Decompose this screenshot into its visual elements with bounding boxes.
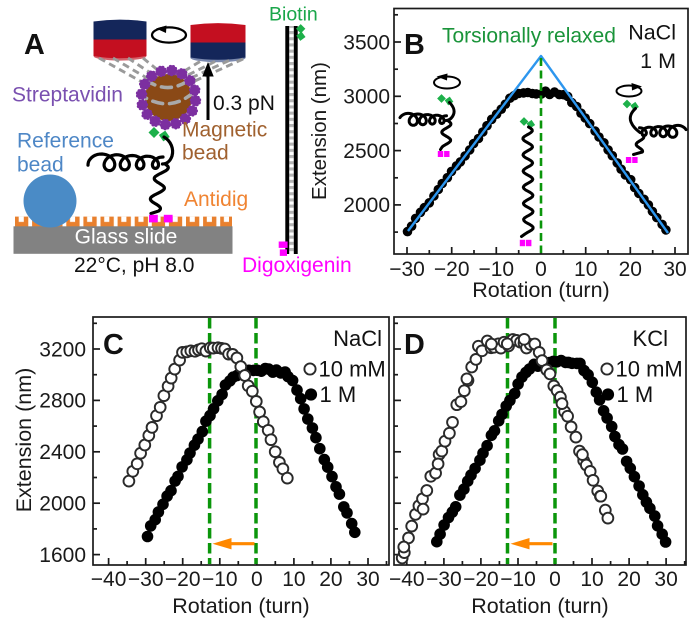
svg-text:3200: 3200: [39, 338, 86, 361]
svg-text:Biotin: Biotin: [269, 4, 318, 26]
svg-text:A: A: [24, 29, 45, 61]
svg-text:NaCl: NaCl: [628, 21, 676, 45]
svg-text:22°C, pH 8.0: 22°C, pH 8.0: [74, 254, 194, 277]
svg-text:0: 0: [251, 568, 263, 591]
svg-text:−10: −10: [500, 568, 536, 591]
svg-text:30: 30: [654, 568, 677, 591]
svg-text:1600: 1600: [39, 544, 86, 567]
svg-text:1 M: 1 M: [640, 49, 676, 73]
svg-text:20: 20: [319, 568, 342, 591]
svg-text:Digoxigenin: Digoxigenin: [242, 254, 352, 277]
svg-text:C: C: [103, 329, 124, 361]
svg-text:D: D: [404, 329, 425, 361]
svg-text:−20: −20: [434, 258, 470, 281]
svg-text:0: 0: [535, 258, 547, 281]
svg-text:NaCl: NaCl: [333, 326, 382, 351]
svg-text:Extension (nm): Extension (nm): [308, 62, 331, 200]
svg-text:KCl: KCl: [633, 326, 668, 351]
svg-text:Reference: Reference: [17, 130, 114, 153]
svg-text:2800: 2800: [39, 390, 86, 413]
svg-text:−20: −20: [463, 568, 499, 591]
svg-text:30: 30: [663, 258, 686, 281]
svg-text:−40: −40: [91, 568, 127, 591]
svg-text:Rotation (turn): Rotation (turn): [471, 594, 608, 618]
svg-text:10 mM: 10 mM: [616, 357, 683, 382]
svg-text:2000: 2000: [39, 493, 86, 516]
svg-text:B: B: [404, 29, 425, 61]
svg-text:0: 0: [549, 568, 561, 591]
svg-text:−30: −30: [128, 568, 164, 591]
svg-text:Rotation (turn): Rotation (turn): [172, 594, 309, 618]
svg-text:bead: bead: [182, 142, 229, 165]
svg-text:20: 20: [619, 258, 642, 281]
svg-text:20: 20: [617, 568, 640, 591]
svg-text:Glass slide: Glass slide: [75, 226, 178, 249]
svg-text:10: 10: [282, 568, 305, 591]
svg-text:0.3 pN: 0.3 pN: [213, 92, 275, 115]
svg-text:10: 10: [580, 568, 603, 591]
svg-text:bead: bead: [17, 154, 64, 177]
svg-text:Magnetic: Magnetic: [182, 119, 267, 142]
svg-text:1 M: 1 M: [617, 382, 654, 407]
svg-text:2000: 2000: [343, 194, 390, 217]
svg-text:2400: 2400: [39, 441, 86, 464]
svg-text:3500: 3500: [343, 31, 390, 54]
svg-text:1 M: 1 M: [320, 382, 357, 407]
svg-text:−40: −40: [389, 568, 425, 591]
svg-text:2500: 2500: [343, 140, 390, 163]
svg-text:−10: −10: [202, 568, 238, 591]
svg-text:10 mM: 10 mM: [319, 357, 386, 382]
svg-text:3000: 3000: [343, 86, 390, 109]
svg-text:Streptavidin: Streptavidin: [12, 84, 123, 107]
svg-text:−30: −30: [389, 258, 425, 281]
svg-text:Rotation (turn): Rotation (turn): [472, 278, 609, 302]
svg-text:Torsionally relaxed: Torsionally relaxed: [442, 25, 616, 48]
svg-text:10: 10: [574, 258, 597, 281]
svg-text:−30: −30: [426, 568, 462, 591]
svg-text:Extension (nm): Extension (nm): [12, 368, 36, 513]
svg-text:Antidig: Antidig: [184, 188, 248, 211]
svg-text:−10: −10: [478, 258, 514, 281]
svg-text:30: 30: [356, 568, 379, 591]
svg-text:−20: −20: [165, 568, 201, 591]
